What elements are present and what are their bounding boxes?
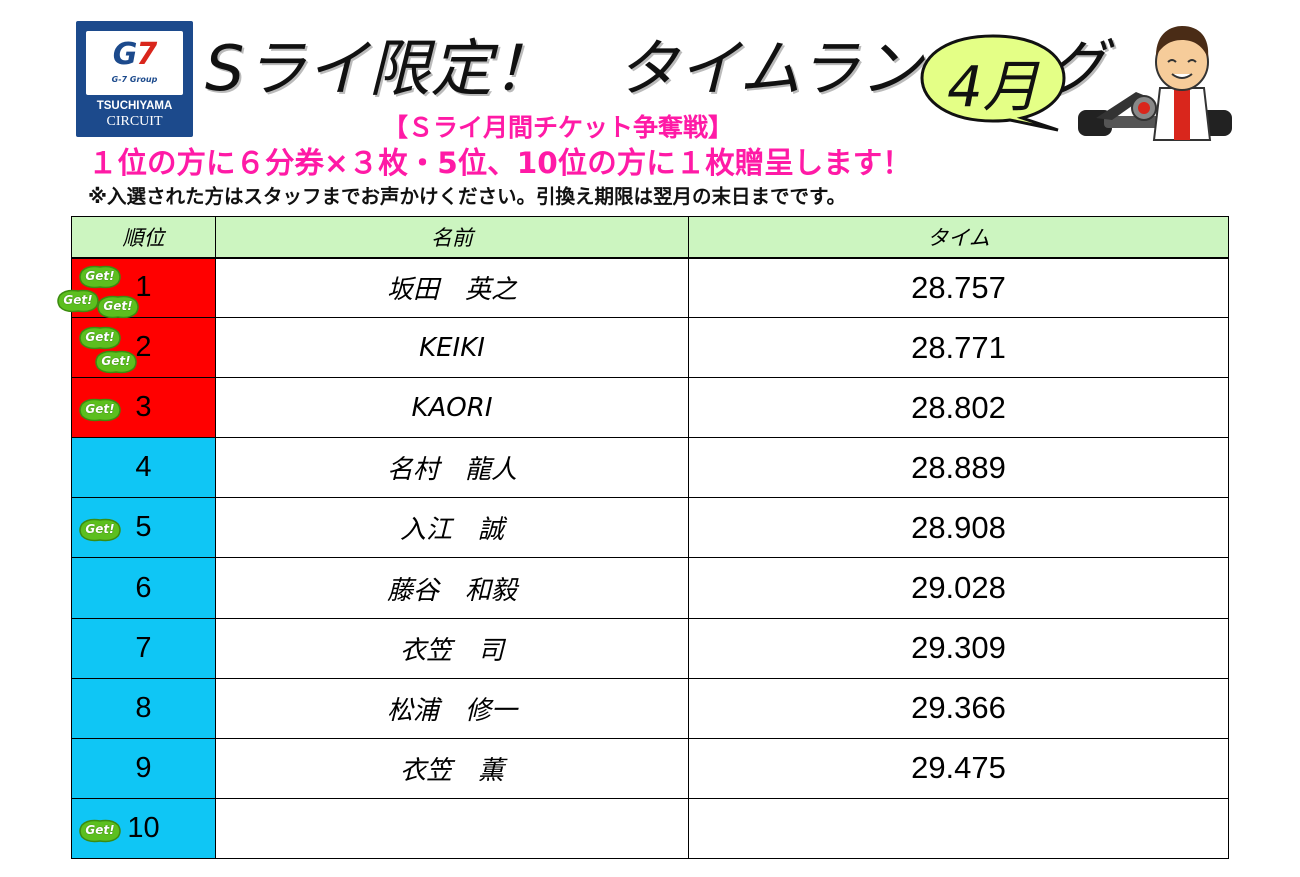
lap-time-cell — [688, 797, 1229, 860]
rank-cell: 4 — [71, 437, 216, 499]
rank-number: 4 — [135, 451, 152, 484]
rank-cell: 8 — [71, 677, 216, 739]
racer-name-cell: 坂田 英之 — [215, 256, 689, 319]
get-badge-label: Get! — [101, 354, 131, 369]
lap-time-cell: 29.366 — [688, 677, 1229, 739]
lap-time-cell: 28.771 — [688, 317, 1229, 379]
get-badge-label: Get! — [85, 522, 115, 537]
logo-brand-text: G7 — [112, 37, 157, 72]
rank-cell: 6 — [71, 557, 216, 619]
prize-description: １位の方に６分券×３枚・5位、10位の方に１枚贈呈します！ — [88, 146, 912, 180]
speech-bubble-icon — [920, 34, 1066, 132]
table-row: 5 Get! 入江 誠 28.908 — [71, 497, 1229, 559]
rank-number: 1 — [135, 271, 152, 304]
get-badge-icon: Get! — [78, 326, 122, 350]
rank-cell: 9 — [71, 737, 216, 799]
rank-column-header: 順位 — [71, 216, 216, 259]
logo-brand: G7 — [86, 37, 183, 72]
racer-name-cell: 入江 誠 — [215, 497, 689, 559]
lap-time-cell: 29.309 — [688, 617, 1229, 679]
rank-number: 8 — [135, 691, 152, 724]
table-row: 10 Get! — [71, 797, 1229, 860]
get-badge-label: Get! — [85, 330, 115, 345]
campaign-subtitle: 【Ｓライ月間チケット争奪戦】 — [383, 113, 734, 142]
redemption-notice: ※入選された方はスタッフまでお声かけください。引換え期限は翌月の末日までです。 — [88, 185, 847, 208]
get-badge-label: Get! — [85, 822, 115, 837]
racer-name-cell: 衣笠 薫 — [215, 737, 689, 799]
table-row: 9 衣笠 薫 29.475 — [71, 737, 1229, 799]
table-row: 6 藤谷 和毅 29.028 — [71, 557, 1229, 619]
driver-mascot-illustration — [1076, 22, 1236, 144]
lap-time-cell: 29.475 — [688, 737, 1229, 799]
racer-name-cell: 衣笠 司 — [215, 617, 689, 679]
get-badge-label: Get! — [85, 402, 115, 417]
rank-number: 5 — [135, 511, 152, 544]
get-badge-icon: Get! — [94, 350, 138, 374]
rank-number: 9 — [135, 751, 152, 784]
name-column-header: 名前 — [215, 216, 689, 259]
rank-cell: 2 Get! Get! — [71, 317, 216, 379]
ranking-table-body: 1 Get! Get! Get! 坂田 英之 28.757 2 Get! Get! KEIKI 28… — [57, 256, 1229, 860]
month-label: 4月 — [947, 55, 1039, 120]
racer-name-cell: KAORI — [215, 377, 689, 439]
get-badge-label: Get! — [103, 298, 133, 313]
lap-time-cell: 28.802 — [688, 377, 1229, 439]
get-badge-label: Get! — [85, 268, 115, 283]
rank-cell: 5 Get! — [71, 497, 216, 559]
logo-group: G-7 Group — [111, 75, 158, 84]
rank-number: 2 — [135, 331, 152, 364]
rank-cell: 7 — [71, 617, 216, 679]
racer-name-cell: KEIKI — [215, 317, 689, 379]
get-badge-icon: Get! — [56, 289, 100, 313]
month-bubble: 4月 — [918, 32, 1068, 132]
rank-cell: 3 Get! — [71, 377, 216, 439]
lap-time-cell: 28.889 — [688, 437, 1229, 499]
tsuchiyama-circuit-logo: G7 G-7 Group TSUCHIYAMA CIRCUIT — [76, 21, 193, 137]
racer-name-cell: 松浦 修一 — [215, 677, 689, 739]
logo-emblem: G7 G-7 Group — [86, 31, 183, 95]
racer-name-cell: 名村 龍人 — [215, 437, 689, 499]
get-badge-icon: Get! — [78, 265, 122, 289]
get-badge-icon: Get! — [96, 295, 140, 319]
table-header-row: 順位 名前 タイム — [71, 216, 1229, 259]
logo-name: TSUCHIYAMA — [96, 100, 173, 112]
get-badge-icon: Get! — [78, 819, 122, 843]
ranking-table: 順位 名前 タイム 1 Get! Get! Get! 坂田 英之 28.757 2 Get! G… — [57, 216, 1229, 860]
racer-name-cell — [215, 797, 689, 860]
lap-time-cell: 29.028 — [688, 557, 1229, 619]
table-row: 4 名村 龍人 28.889 — [71, 437, 1229, 499]
table-row: 3 Get! KAORI 28.802 — [71, 377, 1229, 439]
table-row: 7 衣笠 司 29.309 — [71, 617, 1229, 679]
lap-time-cell: 28.908 — [688, 497, 1229, 559]
table-row: 1 Get! Get! Get! 坂田 英之 28.757 — [57, 256, 1229, 319]
rank-number: 3 — [135, 391, 152, 424]
table-row: 8 松浦 修一 29.366 — [71, 677, 1229, 739]
table-row: 2 Get! Get! KEIKI 28.771 — [71, 317, 1229, 379]
rank-number: 7 — [135, 631, 152, 664]
get-badge-icon: Get! — [78, 398, 122, 422]
time-column-header: タイム — [688, 216, 1229, 259]
logo-circuit: CIRCUIT — [106, 114, 163, 129]
get-badge-label: Get! — [63, 292, 93, 307]
racer-name-cell: 藤谷 和毅 — [215, 557, 689, 619]
get-badge-icon: Get! — [78, 518, 122, 542]
rank-number: 6 — [135, 571, 152, 604]
page-title: Sライ限定！ タイムランキング — [205, 32, 1107, 105]
lap-time-cell: 28.757 — [688, 256, 1229, 319]
rank-cell: 10 Get! — [71, 797, 216, 860]
rank-number: 10 — [127, 811, 160, 844]
rank-cell: 1 Get! Get! Get! — [57, 256, 216, 319]
